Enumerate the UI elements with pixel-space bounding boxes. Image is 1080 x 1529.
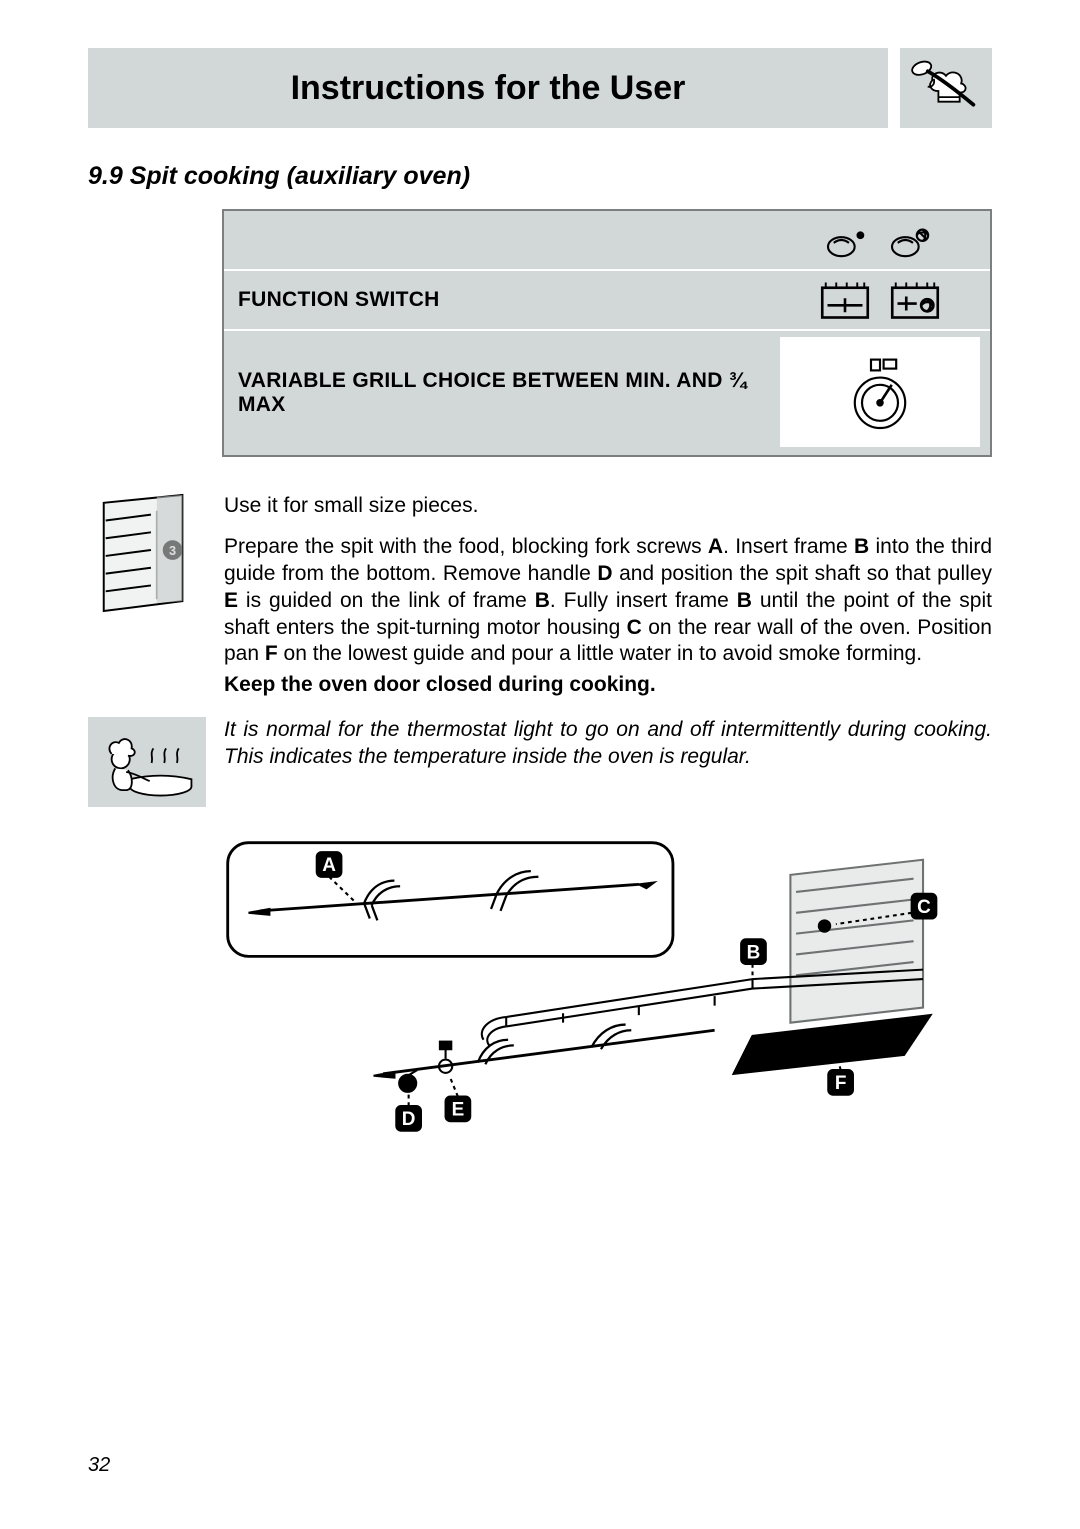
- section-heading: 9.9 Spit cooking (auxiliary oven): [88, 162, 992, 191]
- variable-grill-label: VARIABLE GRILL CHOICE BETWEEN MIN. AND ¾…: [224, 331, 780, 455]
- diagram-label-b: B: [747, 942, 761, 963]
- body-paragraph: Prepare the spit with the food, blocking…: [224, 534, 992, 668]
- diagram-label-c: C: [917, 897, 931, 918]
- page: Instructions for the User 9.9 Spit cooki…: [0, 0, 1080, 1529]
- tip-row: It is normal for the thermostat light to…: [88, 717, 992, 807]
- defrost-static-icon: [824, 220, 872, 260]
- diagram-label-a: A: [322, 855, 336, 876]
- variable-grill-dial-box: [780, 337, 980, 447]
- oven-rack-side-illustration: 3: [88, 493, 206, 626]
- oven-spit-fan-icon: [888, 279, 942, 321]
- spit-assembly-diagram: A B C D E F: [222, 837, 992, 1164]
- lead-sentence: Use it for small size pieces.: [224, 493, 992, 520]
- thermostat-dial-icon: [835, 347, 925, 437]
- settings-table: FUNCTION SWITCH: [222, 209, 992, 457]
- diagram-label-f: F: [835, 1073, 847, 1094]
- bold-note: Keep the oven door closed during cooking…: [224, 672, 992, 699]
- paragraph-column: Use it for small size pieces. Prepare th…: [224, 493, 992, 699]
- settings-row-function-switch: FUNCTION SWITCH: [224, 271, 990, 331]
- content-row: 3 Use it for small size pieces. Prepare …: [88, 493, 992, 699]
- header-icon-spoon-hat: [900, 48, 992, 128]
- settings-icons-defrost: [770, 211, 990, 269]
- page-number: 32: [88, 1454, 110, 1477]
- settings-row-variable-grill: VARIABLE GRILL CHOICE BETWEEN MIN. AND ¾…: [224, 331, 990, 455]
- tip-text: It is normal for the thermostat light to…: [224, 717, 992, 771]
- header-banner: Instructions for the User: [88, 48, 888, 128]
- oven-spit-static-icon: [818, 279, 872, 321]
- defrost-fan-icon: [888, 220, 936, 260]
- chef-tip-icon: [97, 723, 197, 801]
- oven-rack-diagram-icon: 3: [88, 493, 206, 621]
- function-switch-label: FUNCTION SWITCH: [224, 271, 770, 329]
- chef-spoon-icon: [908, 56, 984, 120]
- diagram-label-d: D: [402, 1109, 416, 1130]
- spit-assembly-svg: A B C D E F: [222, 837, 942, 1159]
- function-switch-icons: [770, 271, 990, 329]
- header-row: Instructions for the User: [88, 48, 992, 128]
- diagram-label-e: E: [452, 1100, 465, 1121]
- tip-chef-icon-box: [88, 717, 206, 807]
- header-title: Instructions for the User: [291, 69, 686, 108]
- settings-row-icons-only: [224, 211, 990, 271]
